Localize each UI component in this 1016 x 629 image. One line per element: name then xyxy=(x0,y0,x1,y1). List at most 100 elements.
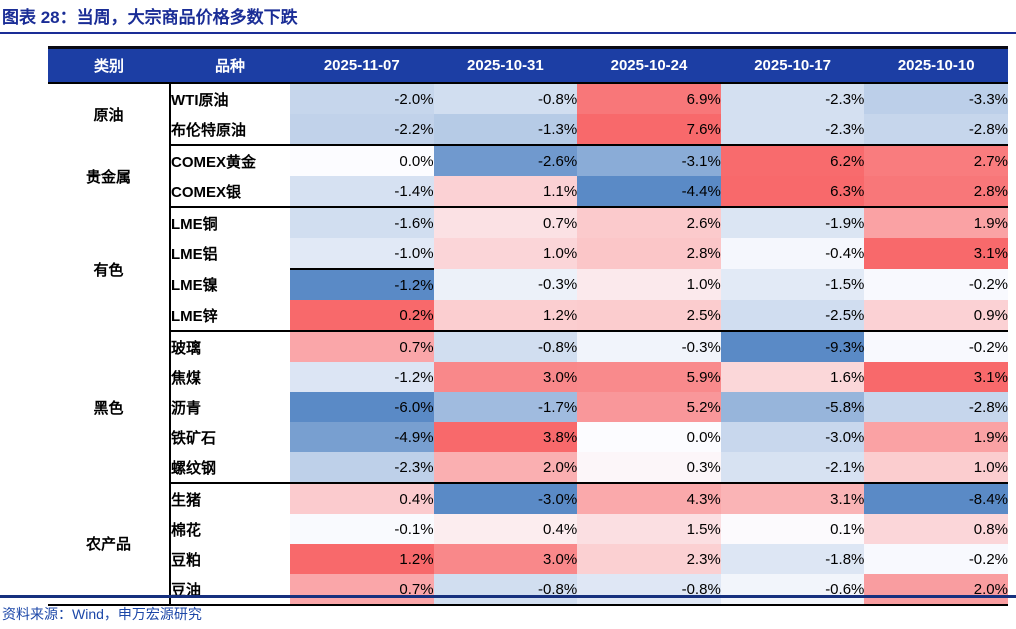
price-change-cell: 4.3% xyxy=(577,482,721,514)
price-change-cell: -0.8% xyxy=(433,330,578,362)
price-change-cell: -0.2% xyxy=(864,544,1008,574)
price-change-cell: 2.0% xyxy=(864,574,1008,605)
table-row: 有色 LME铜 -1.6% 0.7% 2.6% -1.9% 1.9% xyxy=(48,206,1008,331)
price-change-cell: 1.6% xyxy=(720,362,865,392)
price-change-cell: -6.0% xyxy=(290,392,434,422)
table-row: COMEX银 -1.4% 1.1% -4.4% 6.3% 2.8% xyxy=(48,176,1008,207)
commodity-name-cell: 螺纹钢 xyxy=(170,452,290,483)
commodity-name-cell: 焦煤 xyxy=(170,362,290,392)
price-change-cell: -2.3% xyxy=(720,114,865,145)
price-change-cell: -8.4% xyxy=(864,482,1008,514)
price-change-cell: -3.1% xyxy=(577,144,721,176)
price-change-cell: 0.7% xyxy=(290,330,434,362)
price-change-cell: -5.8% xyxy=(720,392,865,422)
commodity-name-cell: LME锌 xyxy=(170,300,290,331)
price-change-cell: -1.9% xyxy=(720,206,865,238)
price-change-cell: 7.6% xyxy=(577,114,721,145)
table-row: 焦煤 -1.2% 3.0% 5.9% 1.6% 3.1% xyxy=(48,362,1008,392)
price-change-cell: -1.7% xyxy=(433,392,578,422)
table-row: 原油 WTI原油 -2.0% -0.8% 6.9% -2.3% -3.3% xyxy=(48,82,1008,145)
price-change-cell: -9.3% xyxy=(720,330,865,362)
price-change-cell: 2.3% xyxy=(577,544,721,574)
price-change-cell: -1.5% xyxy=(720,269,865,300)
commodity-name-cell: COMEX银 xyxy=(170,176,290,207)
price-change-cell: 0.4% xyxy=(433,514,578,544)
commodity-name-cell: 豆粕 xyxy=(170,544,290,574)
price-change-cell: 0.7% xyxy=(290,574,434,605)
table-row: 贵金属 COMEX黄金 0.0% -2.6% -3.1% 6.2% 2.7% xyxy=(48,144,1008,207)
price-change-cell: -0.8% xyxy=(433,574,578,605)
price-change-cell: 0.9% xyxy=(864,300,1008,331)
price-change-cell: -2.3% xyxy=(290,452,434,483)
price-change-cell: 3.0% xyxy=(433,362,578,392)
price-change-cell: -3.3% xyxy=(864,82,1008,114)
category-cell: 贵金属 xyxy=(48,145,171,207)
column-header: 品种 xyxy=(170,47,290,84)
price-change-cell: -2.2% xyxy=(290,114,434,145)
price-change-cell: 1.5% xyxy=(577,514,721,544)
price-change-cell: -0.2% xyxy=(864,269,1008,300)
table-row: 豆粕 1.2% 3.0% 2.3% -1.8% -0.2% xyxy=(48,544,1008,574)
price-change-cell: -0.8% xyxy=(433,82,578,114)
price-change-cell: 0.0% xyxy=(290,144,434,176)
price-change-cell: 1.9% xyxy=(864,422,1008,452)
price-change-cell: -2.5% xyxy=(720,300,865,331)
price-change-cell: 5.2% xyxy=(577,392,721,422)
category-cell: 有色 xyxy=(48,207,171,331)
table-body: 原油 WTI原油 -2.0% -0.8% 6.9% -2.3% -3.3% 布伦特原油 -2.2… xyxy=(48,82,1008,605)
price-change-cell: 1.9% xyxy=(864,206,1008,238)
price-change-cell: 6.2% xyxy=(720,144,865,176)
price-change-cell: 2.8% xyxy=(577,238,721,269)
price-change-cell: -0.8% xyxy=(577,574,721,605)
price-change-cell: -0.6% xyxy=(720,574,865,605)
price-change-cell: -3.0% xyxy=(720,422,865,452)
price-change-cell: -2.1% xyxy=(720,452,865,483)
price-change-cell: 2.6% xyxy=(577,206,721,238)
commodity-price-table: 类别 品种 2025-11-07 2025-10-31 2025-10-24 2025-1… xyxy=(48,46,1008,606)
price-change-cell: -1.2% xyxy=(290,268,434,300)
table-row: 螺纹钢 -2.3% 2.0% 0.3% -2.1% 1.0% xyxy=(48,452,1008,483)
price-change-cell: 6.3% xyxy=(720,176,865,207)
price-change-cell: -0.2% xyxy=(864,330,1008,362)
divider-line xyxy=(0,595,1016,598)
price-change-cell: 2.0% xyxy=(433,452,578,483)
column-header: 2025-10-17 xyxy=(720,47,865,84)
commodity-name-cell: 豆油 xyxy=(170,574,290,605)
table-row: 豆油 0.7% -0.8% -0.8% -0.6% 2.0% xyxy=(48,574,1008,605)
commodity-name-cell: LME镍 xyxy=(170,269,290,300)
figure-title: 图表 28：当周，大宗商品价格多数下跌 xyxy=(2,8,298,27)
column-header: 2025-10-31 xyxy=(433,47,578,84)
price-change-cell: -0.4% xyxy=(720,238,865,269)
price-change-cell: 2.5% xyxy=(577,300,721,331)
commodity-name-cell: 沥青 xyxy=(170,392,290,422)
table-row: LME锌 0.2% 1.2% 2.5% -2.5% 0.9% xyxy=(48,300,1008,331)
price-change-cell: -1.0% xyxy=(290,238,434,269)
table-header: 类别 品种 2025-11-07 2025-10-31 2025-10-24 2025-1… xyxy=(48,47,1008,84)
commodity-name-cell: 生猪 xyxy=(170,482,290,514)
price-change-cell: 3.1% xyxy=(864,362,1008,392)
category-cell: 黑色 xyxy=(48,331,171,483)
price-change-cell: -2.0% xyxy=(290,82,434,114)
commodity-name-cell: COMEX黄金 xyxy=(170,144,290,176)
price-change-cell: 5.9% xyxy=(577,362,721,392)
category-cell: 原油 xyxy=(48,83,171,145)
price-change-cell: 0.0% xyxy=(577,422,721,452)
figure-title-block: 图表 28：当周，大宗商品价格多数下跌 xyxy=(0,0,1016,34)
column-header: 2025-10-24 xyxy=(577,47,721,84)
price-change-cell: 3.1% xyxy=(864,238,1008,269)
price-change-cell: 0.1% xyxy=(720,514,865,544)
table-row: 铁矿石 -4.9% 3.8% 0.0% -3.0% 1.9% xyxy=(48,422,1008,452)
price-change-cell: -2.3% xyxy=(720,82,865,114)
price-change-cell: -4.4% xyxy=(577,176,721,207)
price-change-cell: -1.8% xyxy=(720,544,865,574)
price-change-cell: -3.0% xyxy=(433,482,578,514)
price-change-cell: 1.2% xyxy=(290,544,434,574)
price-change-cell: 2.7% xyxy=(864,144,1008,176)
commodity-name-cell: LME铝 xyxy=(170,238,290,269)
price-change-cell: -1.6% xyxy=(290,206,434,238)
price-change-cell: 3.8% xyxy=(433,422,578,452)
price-change-cell: 1.0% xyxy=(433,238,578,269)
price-change-cell: -2.8% xyxy=(864,114,1008,145)
price-change-cell: 0.8% xyxy=(864,514,1008,544)
